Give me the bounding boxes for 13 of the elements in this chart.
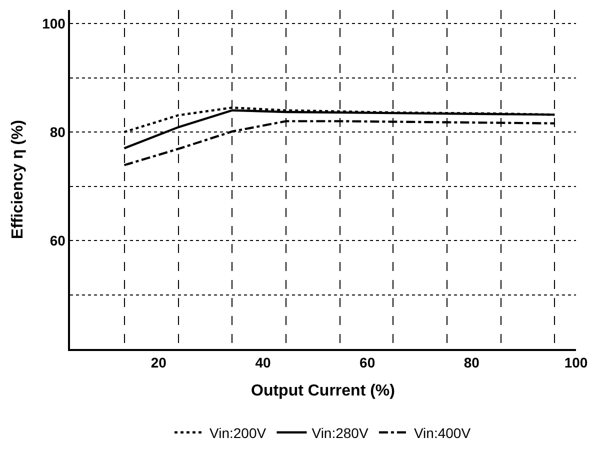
y-axis-title: Efficiency η (%) <box>9 120 26 240</box>
legend-label: Vin:280V <box>312 424 369 441</box>
x-axis-title: Output Current (%) <box>251 382 395 400</box>
x-tick-label: 80 <box>464 354 480 371</box>
x-tick-label: 60 <box>360 354 376 371</box>
legend-label: Vin:400V <box>414 424 472 441</box>
x-tick-label: 40 <box>255 354 272 371</box>
x-tick-label: 100 <box>564 354 588 371</box>
y-tick-label: 80 <box>50 124 66 140</box>
legend-label: Vin:200V <box>210 424 267 441</box>
y-tick-label: 60 <box>50 232 66 248</box>
y-tick-label: 100 <box>42 15 66 32</box>
x-tick-label: 20 <box>150 354 167 371</box>
